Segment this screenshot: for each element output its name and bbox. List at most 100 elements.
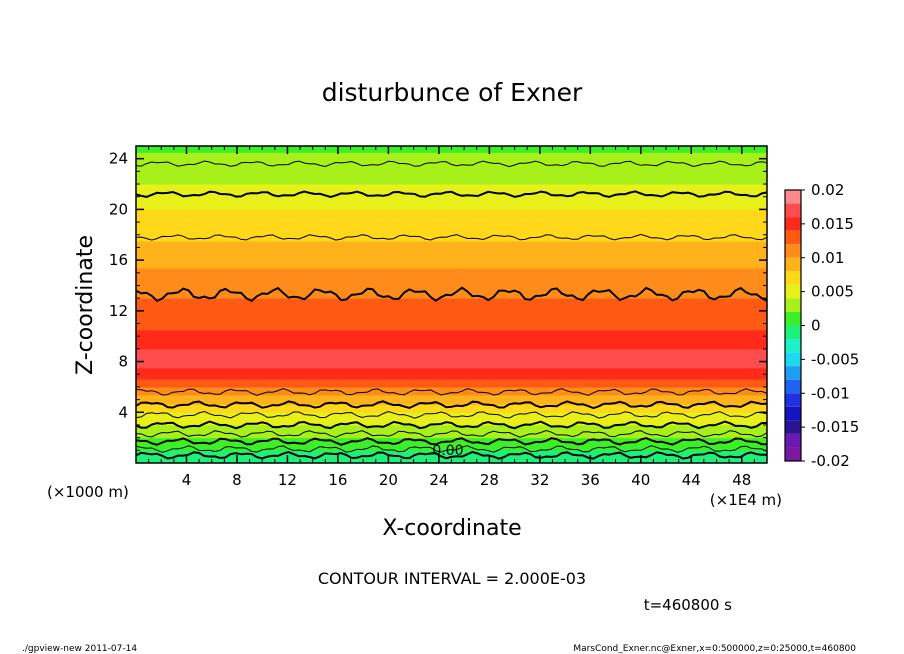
field-band [136,177,767,180]
field-band [136,359,767,363]
field-band [136,427,767,431]
field-band [136,151,767,155]
colorbar-label: 0.02 [811,181,844,199]
y-axis-label: Z-coordinate [73,235,98,375]
field-band [136,167,767,171]
colorbar-segment [785,352,801,367]
field-band [136,159,767,163]
x-axis-unit-left: (×1000 m) [47,483,129,501]
field-band [136,310,767,313]
field-band [136,210,767,214]
colorbar-segment [785,366,801,380]
colorbar-segment [785,230,801,245]
x-axis-label: X-coordinate [382,516,521,541]
field-band [136,199,767,202]
colorbar-segment [785,447,801,461]
field-band [136,245,767,248]
field-band [136,313,767,317]
field-band [136,337,767,340]
field-band [136,342,767,345]
field-band [136,438,767,442]
colorbar-segment [785,311,801,326]
field-band [136,381,767,385]
field-band [136,326,767,329]
field-band [136,441,767,445]
field-band [136,259,767,263]
field-band [136,224,767,228]
field-band [136,430,767,434]
field-band [136,346,767,350]
field-band [136,235,767,239]
field-band [136,227,767,231]
contour-line [136,190,767,199]
field-band [136,175,767,179]
field-band [136,243,767,247]
field-band [136,242,767,245]
colorbar-segment [785,244,801,258]
contour-line [136,450,767,460]
field-band [136,197,767,201]
field-band [136,323,767,326]
field-band [136,300,767,304]
field-band [136,316,767,320]
y-axis: 4 8 12 16 20 24 [109,150,767,451]
x-tick-label: 48 [732,471,751,489]
field-band [136,229,767,233]
field-band [136,281,767,285]
field-band [136,446,767,450]
field-band [136,424,767,428]
field-band [136,267,767,271]
field-band [136,253,767,256]
field-band [136,315,767,318]
field-band [136,291,767,294]
colorbar-label: 0 [811,317,821,335]
field-band [136,262,767,266]
colorbar-segment [785,284,801,299]
field-band [136,219,767,223]
field-band [136,284,767,288]
time-text: t=460800 s [644,596,732,614]
field-band [136,202,767,206]
field-band [136,357,767,361]
field-band [136,208,767,212]
field-band [136,362,767,366]
field-band [136,188,767,191]
field-band [136,321,767,325]
x-tick-label: 44 [682,471,701,489]
field-band [136,254,767,258]
field-band [136,216,767,220]
field-band [136,156,767,160]
field-band [136,178,767,182]
colorbar-label: -0.015 [811,418,859,436]
field-band [136,330,767,334]
field-band [136,432,767,435]
field-band [136,180,767,183]
field-band [136,389,767,393]
field-band [136,240,767,244]
field-band [136,297,767,301]
field-band [136,237,767,241]
field-band [136,181,767,185]
x-tick-label: 12 [278,471,297,489]
field-band [136,150,767,153]
y-tick-label: 12 [109,302,128,320]
field-band [136,239,767,242]
field-band [136,161,767,164]
colorbar-segment [785,325,801,340]
x-tick-label: 24 [429,471,448,489]
field-band [136,348,767,351]
field-band [136,308,767,312]
field-band [136,353,767,356]
contour-line [136,160,767,168]
field-band [136,213,767,217]
field-band [136,327,767,331]
field-band [136,408,767,412]
field-band [136,185,767,188]
field-band [136,273,767,277]
field-band [136,305,767,309]
field-band [136,361,767,364]
field-band [136,311,767,315]
x-axis-unit-right: (×1E4 m) [710,491,782,509]
colorbar-segment [785,433,801,448]
contour-interval-text: CONTOUR INTERVAL = 2.000E-03 [318,569,586,588]
